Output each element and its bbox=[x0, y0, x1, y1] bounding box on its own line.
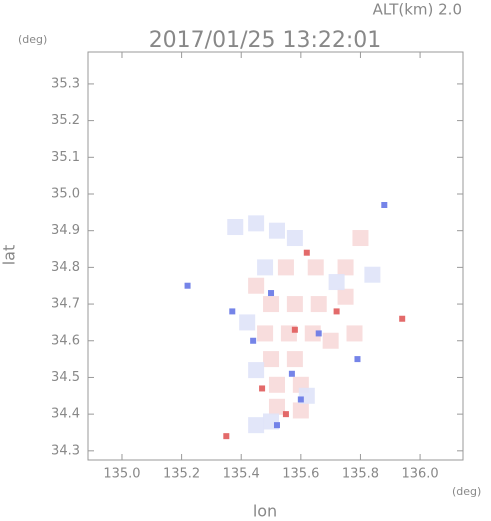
plot-frame bbox=[87, 51, 464, 461]
point bbox=[268, 290, 275, 297]
point bbox=[263, 296, 280, 313]
point bbox=[310, 296, 327, 313]
point bbox=[223, 433, 230, 440]
point bbox=[286, 351, 303, 368]
point bbox=[263, 351, 280, 368]
x-unit: (deg) bbox=[452, 485, 481, 498]
point bbox=[292, 402, 309, 419]
x-tick-label: 135.0 bbox=[103, 467, 140, 482]
point bbox=[239, 314, 256, 331]
point bbox=[248, 417, 265, 434]
x-axis-label: lon bbox=[253, 502, 277, 521]
point bbox=[257, 259, 274, 276]
y-tick-label: 34.8 bbox=[51, 260, 80, 275]
x-tick-label: 135.6 bbox=[282, 467, 319, 482]
x-tick-label: 135.8 bbox=[342, 467, 379, 482]
y-tick-label: 34.7 bbox=[51, 297, 80, 312]
point bbox=[322, 332, 339, 349]
x-tick-label: 135.4 bbox=[223, 467, 260, 482]
y-tick-label: 35.2 bbox=[51, 113, 80, 128]
point bbox=[297, 396, 304, 403]
point bbox=[303, 249, 310, 256]
point bbox=[268, 376, 285, 393]
point bbox=[250, 337, 257, 344]
point bbox=[288, 370, 295, 377]
point bbox=[352, 230, 369, 247]
chart-title: 2017/01/25 13:22:01 bbox=[149, 28, 382, 53]
y-unit: (deg) bbox=[18, 33, 47, 46]
point bbox=[337, 259, 354, 276]
point bbox=[354, 356, 361, 363]
point bbox=[286, 296, 303, 313]
y-axis-label: lat bbox=[0, 245, 19, 266]
point bbox=[259, 385, 266, 392]
point bbox=[307, 259, 324, 276]
point bbox=[248, 277, 265, 294]
y-tick-label: 35.3 bbox=[51, 76, 80, 91]
point bbox=[399, 315, 406, 322]
y-tick-label: 34.6 bbox=[51, 333, 80, 348]
point bbox=[282, 411, 289, 418]
point bbox=[364, 266, 381, 283]
point bbox=[333, 308, 340, 315]
y-tick-label: 34.4 bbox=[51, 407, 80, 422]
point bbox=[268, 222, 285, 239]
y-tick-label: 34.9 bbox=[51, 223, 80, 238]
point bbox=[277, 259, 294, 276]
point bbox=[184, 282, 191, 289]
point bbox=[248, 362, 265, 379]
y-tick-label: 34.3 bbox=[51, 443, 80, 458]
point bbox=[328, 274, 345, 291]
point bbox=[268, 398, 285, 415]
point bbox=[381, 202, 388, 208]
x-tick-label: 136.0 bbox=[401, 467, 438, 482]
point bbox=[286, 230, 303, 247]
point bbox=[291, 326, 298, 333]
chart-subtitle: ALT(km) 2.0 bbox=[373, 1, 462, 19]
point bbox=[248, 215, 265, 232]
point bbox=[304, 325, 321, 342]
y-tick-label: 35.1 bbox=[51, 150, 80, 165]
point bbox=[346, 325, 363, 342]
point bbox=[337, 288, 354, 305]
point bbox=[229, 308, 236, 315]
y-tick-label: 34.5 bbox=[51, 370, 80, 385]
point bbox=[273, 422, 280, 429]
point bbox=[315, 330, 322, 337]
y-tick-label: 35.0 bbox=[51, 186, 80, 201]
x-tick-label: 135.2 bbox=[163, 467, 200, 482]
point bbox=[257, 325, 274, 342]
point bbox=[227, 219, 244, 236]
